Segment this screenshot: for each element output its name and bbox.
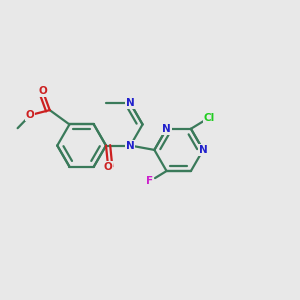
Text: F: F	[146, 176, 153, 186]
Text: O: O	[26, 110, 35, 120]
Text: N: N	[162, 124, 171, 134]
Text: N: N	[199, 145, 208, 155]
Text: Cl: Cl	[203, 113, 214, 123]
Text: O: O	[38, 86, 47, 96]
Text: N: N	[126, 98, 135, 108]
Text: O: O	[104, 162, 112, 172]
Text: N: N	[126, 140, 135, 151]
